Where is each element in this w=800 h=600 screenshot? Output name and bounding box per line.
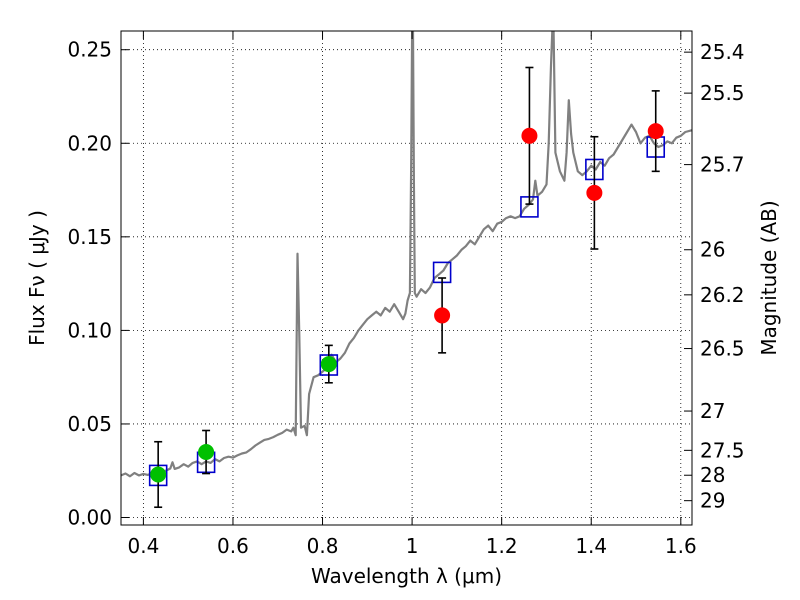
- observed-flux-point: [647, 123, 664, 140]
- x-tick-label: 0.8: [307, 534, 339, 558]
- x-tick-label: 0.4: [127, 534, 159, 558]
- template-spectrum-line: [121, 31, 692, 478]
- right-tick-label: 29: [700, 489, 725, 513]
- y-tick-label: 0.10: [67, 318, 112, 342]
- right-tick-label: 27.5: [700, 438, 745, 462]
- observed-flux-point: [320, 356, 337, 373]
- right-tick-label: 26.5: [700, 337, 745, 361]
- axes: 0.4 0.6 0.8 1 1.2 1.4 1.6 0.00 0.05 0.10 0.15 0.20 0…: [67, 31, 745, 558]
- plot-frame: [120, 30, 693, 526]
- right-tick-label: 26: [700, 238, 725, 262]
- right-axis-title: Magnitude (AB): [757, 200, 781, 355]
- right-tick-label: 28: [700, 463, 725, 487]
- x-axis-title: Wavelength λ (μm): [311, 564, 502, 588]
- y-tick-label: 0.25: [67, 38, 112, 62]
- observed-flux-point: [586, 184, 603, 201]
- right-tick-label: 25.5: [700, 81, 745, 105]
- observed-flux-point: [434, 307, 451, 324]
- x-tick-label: 1.2: [486, 534, 518, 558]
- x-tick-label: 1.6: [665, 534, 697, 558]
- right-tick-label: 25.4: [700, 40, 745, 64]
- y-tick-label: 0.15: [67, 225, 112, 249]
- x-tick-label: 1: [406, 534, 419, 558]
- y-tick-label: 0.05: [67, 412, 112, 436]
- x-tick-label: 0.6: [217, 534, 249, 558]
- right-tick-label: 27: [700, 399, 725, 423]
- right-tick-label: 25.7: [700, 153, 745, 177]
- y-axis-title: Flux Fν ( μJy ): [25, 210, 49, 346]
- plot-area: [121, 31, 692, 509]
- observed-flux-point: [198, 444, 215, 461]
- x-tick-label: 1.4: [575, 534, 607, 558]
- y-tick-label: 0.20: [67, 131, 112, 155]
- observed-flux-point: [521, 127, 538, 144]
- y-tick-label: 0.00: [67, 506, 112, 530]
- observed-flux-point: [150, 466, 167, 483]
- right-tick-label: 26.2: [700, 283, 745, 307]
